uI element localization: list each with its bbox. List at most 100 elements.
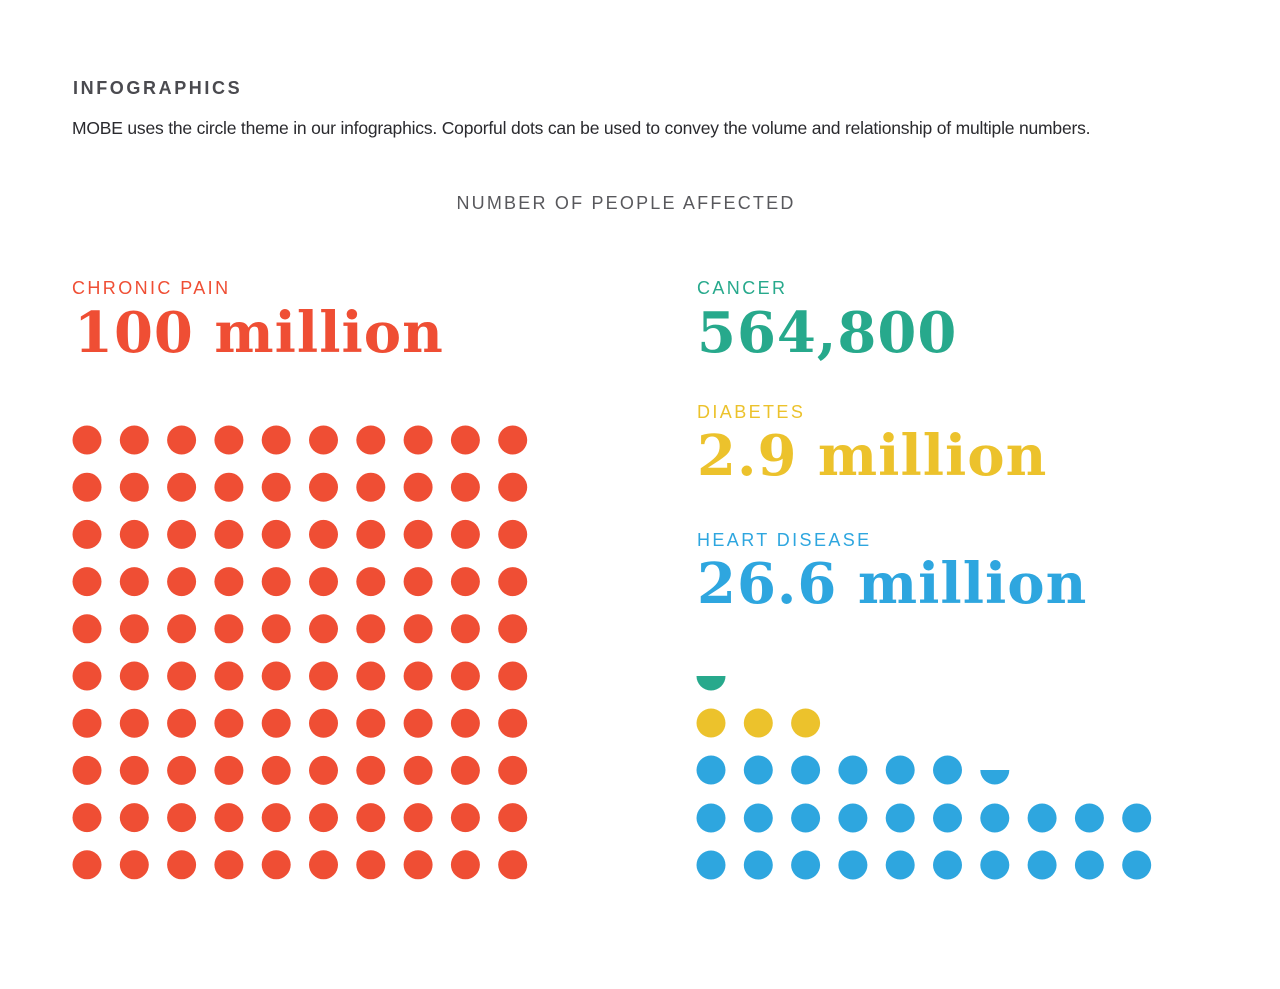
dot: [72, 519, 102, 549]
dot: [450, 472, 480, 502]
dot: [356, 755, 386, 785]
dot: [838, 755, 868, 785]
dot: [309, 850, 338, 880]
dot: [214, 661, 244, 691]
dot: [214, 850, 244, 880]
dot: [261, 850, 291, 880]
dot: [498, 567, 528, 597]
dot: [72, 472, 102, 502]
dot: [167, 519, 197, 549]
dot: [72, 425, 102, 455]
dot: [791, 803, 821, 833]
dot: [261, 425, 291, 455]
dot: [980, 803, 1010, 833]
dot: [167, 708, 197, 738]
dot: [696, 850, 726, 880]
dot: [72, 614, 102, 644]
heart-disease-label: HEART DISEASE: [697, 530, 872, 550]
dot: [450, 425, 480, 455]
dot: [933, 850, 962, 880]
dot: [214, 425, 244, 455]
dot: [450, 567, 480, 597]
dot: [309, 519, 338, 549]
dot: [119, 803, 149, 833]
dot: [119, 519, 149, 549]
dot: [261, 519, 291, 549]
dot: [1122, 803, 1152, 833]
dot: [261, 567, 291, 597]
dot: [498, 803, 528, 833]
dot: [214, 755, 244, 785]
dot: [838, 850, 868, 880]
dot: [119, 614, 149, 644]
chronic-pain-label: CHRONIC PAIN: [72, 278, 231, 298]
dot: [214, 519, 244, 549]
dot: [498, 850, 528, 880]
cancer-value: 564,800: [697, 300, 958, 366]
dot: [450, 614, 480, 644]
dot: [356, 472, 386, 502]
dot: [72, 803, 102, 833]
heart-disease-value: 26.6 million: [697, 551, 1088, 617]
dot: [356, 708, 386, 738]
dot: [119, 850, 149, 880]
dot: [1074, 803, 1104, 833]
dot: [885, 803, 915, 833]
diabetes-dots: [696, 708, 821, 738]
dot: [356, 661, 386, 691]
cancer-dots: [696, 676, 726, 691]
dot: [309, 661, 338, 691]
dot: [980, 850, 1010, 880]
dot: [403, 850, 433, 880]
dot: [696, 755, 726, 785]
dot: [450, 519, 480, 549]
dot: [498, 755, 528, 785]
dot: [119, 472, 149, 502]
chronic-pain-value: 100 million: [74, 300, 444, 366]
dot: [743, 850, 773, 880]
heart-disease-dots: [696, 755, 1152, 880]
partial-dot: [980, 770, 1010, 785]
dot: [356, 614, 386, 644]
dot: [696, 708, 726, 738]
dot: [72, 708, 102, 738]
dot: [167, 661, 197, 691]
dot: [696, 803, 726, 833]
dot: [885, 755, 915, 785]
dot: [261, 472, 291, 502]
diabetes-label: DIABETES: [697, 402, 806, 422]
dot: [356, 567, 386, 597]
dot: [403, 472, 433, 502]
dot: [403, 519, 433, 549]
dot: [791, 755, 821, 785]
cancer-label: CANCER: [697, 278, 788, 298]
dot: [498, 519, 528, 549]
dot: [356, 850, 386, 880]
dot: [214, 708, 244, 738]
dot: [743, 803, 773, 833]
section-title: INFOGRAPHICS: [73, 78, 243, 98]
chart-title: NUMBER OF PEOPLE AFFECTED: [456, 193, 796, 213]
dot: [309, 755, 338, 785]
dot: [791, 708, 821, 738]
dot: [1074, 850, 1104, 880]
partial-dot: [696, 676, 726, 691]
dot: [1027, 803, 1057, 833]
dot: [356, 519, 386, 549]
dot: [119, 425, 149, 455]
dot: [498, 661, 528, 691]
dot: [838, 803, 868, 833]
dot: [72, 567, 102, 597]
dot: [309, 803, 338, 833]
dot: [403, 425, 433, 455]
dot: [356, 425, 386, 455]
dot: [167, 614, 197, 644]
dot: [450, 803, 480, 833]
dot: [167, 803, 197, 833]
dot: [214, 567, 244, 597]
dot: [167, 425, 197, 455]
dot: [72, 850, 102, 880]
dot: [214, 803, 244, 833]
dot: [403, 614, 433, 644]
